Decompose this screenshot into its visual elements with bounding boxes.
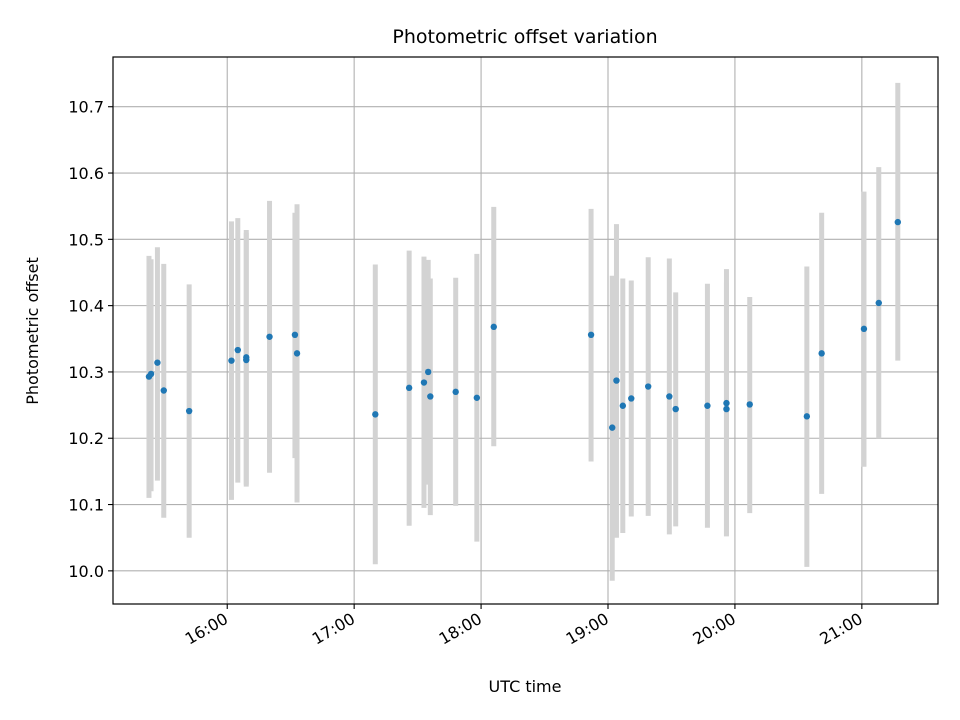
y-axis-ticks: 10.0 10.1 10.2 10.3 10.4 10.5 10.6 10.7 <box>68 98 113 581</box>
data-point <box>266 333 273 340</box>
data-point <box>291 331 299 339</box>
y-tick-label: 10.2 <box>68 429 104 448</box>
data-point <box>894 218 902 226</box>
y-tick-label: 10.7 <box>68 98 104 117</box>
y-tick-label: 10.6 <box>68 164 104 183</box>
data-point <box>619 402 627 409</box>
data-point <box>424 368 432 376</box>
data-point <box>666 393 673 400</box>
data-points <box>145 218 902 431</box>
data-point <box>185 407 193 415</box>
chart-title: Photometric offset variation <box>392 26 657 48</box>
data-point <box>746 401 753 408</box>
data-point <box>644 383 652 390</box>
data-point <box>427 393 434 400</box>
y-tick-label: 10.3 <box>68 363 104 382</box>
y-tick-label: 10.4 <box>68 297 104 316</box>
data-point <box>613 377 620 384</box>
data-point <box>372 411 379 418</box>
data-point <box>609 424 616 431</box>
data-point <box>228 357 235 364</box>
data-point <box>234 346 242 354</box>
data-point <box>672 405 679 413</box>
data-point <box>405 384 413 392</box>
data-point <box>160 387 167 394</box>
data-point <box>420 379 428 386</box>
data-point <box>473 394 481 401</box>
y-axis-title: Photometric offset <box>23 257 42 405</box>
data-point <box>860 325 868 333</box>
data-point <box>243 354 250 361</box>
data-point <box>452 388 459 396</box>
y-tick-label: 10.5 <box>68 230 104 249</box>
y-tick-label: 10.0 <box>68 562 104 581</box>
data-point <box>587 331 595 339</box>
data-point <box>803 413 811 420</box>
data-point <box>723 405 730 413</box>
data-point <box>818 350 825 357</box>
data-point <box>723 399 730 407</box>
x-axis-title: UTC time <box>489 677 562 696</box>
data-point <box>704 402 711 409</box>
data-point <box>628 395 635 402</box>
data-point <box>490 323 497 331</box>
y-tick-label: 10.1 <box>68 496 104 515</box>
data-point <box>875 299 882 307</box>
data-point <box>154 359 161 366</box>
plot-frame <box>112 56 939 605</box>
data-point <box>147 370 155 378</box>
data-point <box>293 350 301 357</box>
